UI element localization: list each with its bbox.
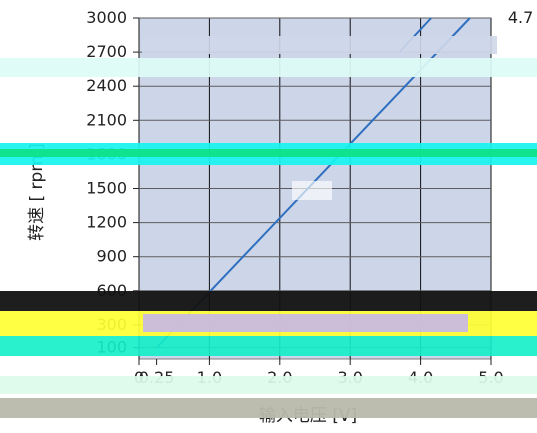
y-tick-label: 300 — [96, 315, 127, 334]
y-tick-label: 2400 — [86, 76, 127, 95]
y-tick-label: 900 — [96, 247, 127, 266]
x-tick-label: 2.0 — [267, 368, 292, 387]
y-tick-label: 2700 — [86, 42, 127, 61]
x-tick-label: 4.0 — [408, 368, 433, 387]
y-tick-label: 600 — [96, 281, 127, 300]
y-tick-label: 3000 — [86, 8, 127, 27]
x-tick-label: 1.0 — [197, 368, 222, 387]
y-tick-label: 100 — [96, 338, 127, 357]
y-tick-label: 1200 — [86, 213, 127, 232]
y-tick-label: 1500 — [86, 179, 127, 198]
x-axis-title: 输入电压 [V] — [259, 406, 357, 426]
y-tick-label: 1800 — [86, 144, 127, 163]
annotation-label: 4.7 — [508, 8, 533, 27]
y-axis-title: 转速 [ rpm ] — [27, 143, 47, 241]
y-tick-label: 2100 — [86, 110, 127, 129]
x-tick-label: 3.0 — [337, 368, 362, 387]
x-tick-label: 0.25 — [139, 368, 175, 387]
annotations: 4.7 — [508, 8, 533, 27]
x-tick-label: 5.0 — [478, 368, 503, 387]
